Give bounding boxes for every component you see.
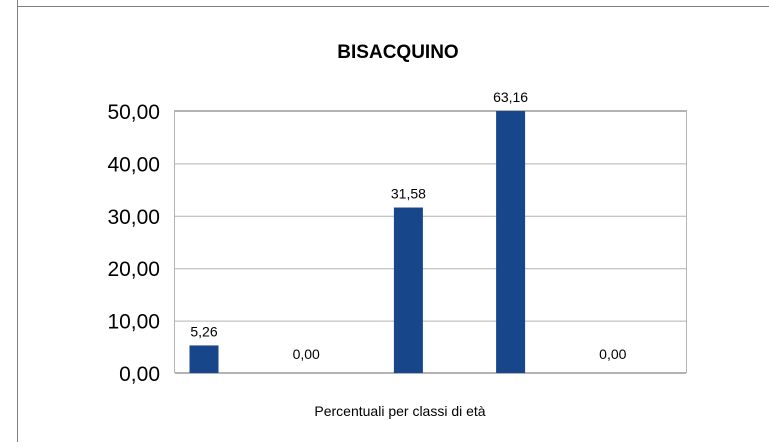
data-label: 5,26 <box>190 323 217 339</box>
y-tick-label: 50,00 <box>107 101 160 124</box>
y-tick-label: 40,00 <box>107 153 160 176</box>
data-labels: 5,26 0,00 31,58 63,16 0,00 <box>190 89 626 362</box>
y-tick-label: 10,00 <box>107 311 160 334</box>
x-axis-label: Percentuali per classi di età <box>314 403 485 419</box>
y-tick-label: 20,00 <box>107 258 160 281</box>
gridlines <box>175 111 686 374</box>
bars <box>189 111 526 373</box>
y-tick-label: 30,00 <box>107 206 160 229</box>
data-label: 0,00 <box>293 346 320 362</box>
bar <box>496 111 526 373</box>
data-label: 63,16 <box>493 89 528 105</box>
y-tick-label: 0,00 <box>119 363 160 386</box>
y-axis-ticks: 0,00 10,00 20,00 30,00 40,00 50,00 <box>107 101 160 386</box>
bar <box>393 207 423 373</box>
data-label: 31,58 <box>391 186 426 202</box>
chart-title: BISACQUINO <box>337 42 458 63</box>
plot-area-border <box>174 110 687 373</box>
bar <box>189 345 219 373</box>
data-label: 0,00 <box>599 346 626 362</box>
